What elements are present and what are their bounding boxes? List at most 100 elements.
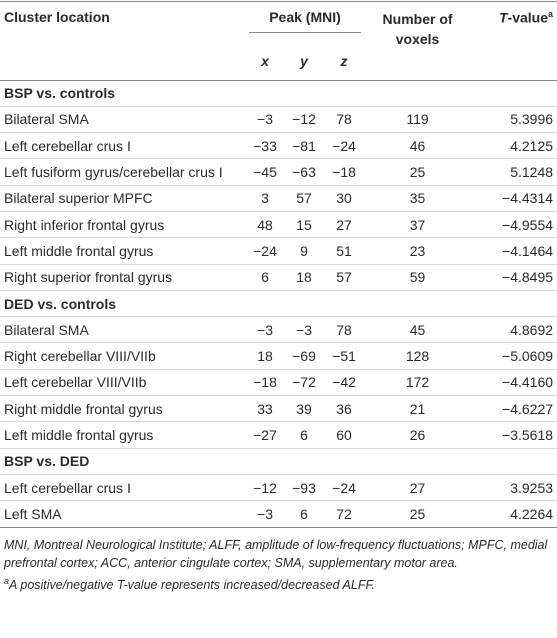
header-peak-text: Peak (MNI) [249,9,362,33]
data-row: Bilateral superior MPFC 3 57 30 35 −4.4314 [0,185,557,212]
voxels-cell: 45 [409,321,426,338]
group-row: BSP vs. controls [0,80,557,107]
y-cell: −63 [292,164,316,181]
y-cell: 18 [296,269,312,286]
cluster-cell: Right cerebellar VIII/VIIb [4,348,156,365]
x-cell: −33 [253,137,277,154]
t-value-cell: −3.5618 [502,427,554,443]
header-t-value: T-valuea [470,2,557,81]
x-cell: −27 [253,427,277,443]
voxels-cell: 119 [406,111,429,128]
voxels-cell: 25 [409,505,426,522]
header-cluster: Cluster location [4,9,110,25]
cluster-cell: Left middle frontal gyrus [4,242,154,259]
z-cell: 27 [336,216,352,233]
x-cell: −12 [253,479,277,496]
z-cell: 72 [336,505,352,522]
cluster-cell: Left cerebellar crus I [4,137,131,154]
cluster-cell: Left SMA [4,505,62,522]
x-cell: 6 [261,269,269,286]
x-cell: −24 [253,242,277,259]
x-cell: −18 [253,374,277,391]
x-cell: 3 [261,190,269,207]
header-t-sup: a [548,9,554,19]
t-value-cell: −4.6227 [502,400,554,417]
x-cell: 48 [257,216,273,233]
x-cell: −45 [253,164,277,181]
voxels-cell: 59 [409,269,426,286]
voxels-cell: 27 [409,479,426,496]
z-cell: −24 [332,137,356,154]
data-row: Right inferior frontal gyrus 48 15 27 37 −4.9… [0,211,557,238]
t-value-cell: 5.1248 [510,164,554,181]
x-cell: −3 [257,505,273,522]
x-cell: 18 [257,348,273,365]
y-cell: 15 [296,216,312,233]
t-value-cell: −4.4314 [502,190,554,207]
cluster-cell: Bilateral superior MPFC [4,190,153,207]
t-value-cell: −4.1464 [502,242,554,259]
cluster-cell: Left cerebellar VIII/VIIb [4,374,147,391]
z-cell: 57 [336,269,352,286]
cluster-cell: Right inferior frontal gyrus [4,216,165,233]
group-title: DED vs. controls [4,295,117,312]
y-cell: 6 [300,505,308,522]
z-cell: −42 [332,374,356,391]
z-cell: 36 [336,400,352,417]
z-cell: 51 [336,242,352,259]
data-row: Left SMA −3 6 72 25 4.2264 [0,501,557,528]
data-row: Right middle frontal gyrus 33 39 36 21 −4.622… [0,396,557,422]
y-cell: −93 [292,479,316,496]
voxels-cell: 46 [409,137,426,154]
y-cell: −72 [292,374,316,391]
header-x: x [261,52,269,69]
cluster-cell: Right middle frontal gyrus [4,400,163,417]
footnote-note: aA positive/negative T-value represents … [4,573,553,593]
voxels-cell: 23 [409,242,426,259]
y-cell: 6 [300,427,308,443]
results-table: Cluster location Peak (MNI) Number of vo… [0,1,557,528]
data-row: Left cerebellar VIII/VIIb −18 −72 −42 172 −4.… [0,369,557,396]
t-value-cell: −5.0609 [502,348,554,365]
voxels-cell: 26 [409,427,426,443]
table-body: BSP vs. controls Bilateral SMA −3 −12 78 119 5… [0,80,557,528]
header-voxels: Number of voxels [382,11,453,47]
header-y: y [300,52,308,69]
data-row: Right cerebellar VIII/VIIb 18 −69 −51 128 −5.… [0,343,557,370]
t-value-cell: 4.2264 [510,505,554,522]
footnote-text: A positive/negative T-value represents i… [9,577,375,592]
t-value-cell: 4.2125 [510,137,554,154]
footnote-abbrev: MNI, Montreal Neurological Institute; AL… [4,537,548,570]
voxels-cell: 128 [405,348,430,365]
group-row: DED vs. controls [0,290,557,317]
voxels-cell: 21 [409,400,426,417]
voxels-cell: 37 [409,216,426,233]
data-row: Bilateral SMA −3 −12 78 119 5.3996 [0,106,557,133]
t-value-cell: −4.8495 [502,269,554,286]
table-header: Cluster location Peak (MNI) Number of vo… [0,1,557,81]
t-value-cell: 3.9253 [510,479,554,496]
cluster-cell: Right superior frontal gyrus [4,269,173,286]
t-value-cell: −4.4160 [502,374,554,391]
data-row: Left middle frontal gyrus −24 9 51 23 −4.1464 [0,238,557,265]
cluster-cell: Left fusiform gyrus/cerebellar crus I [4,164,223,181]
y-cell: 9 [300,242,308,259]
group-title: BSP vs. controls [4,85,116,102]
y-cell: −12 [292,111,316,128]
data-row: Left middle frontal gyrus −27 6 60 26 −3.5618 [0,422,557,449]
t-value-cell: 5.3996 [510,111,554,128]
data-row: Right superior frontal gyrus 6 18 57 59 −4.84… [0,264,557,291]
z-cell: −24 [332,479,356,496]
y-cell: −3 [296,321,312,338]
t-value-cell: −4.9554 [502,216,554,233]
x-cell: 33 [257,400,273,417]
cluster-cell: Left cerebellar crus I [4,479,131,496]
y-cell: 39 [296,400,312,417]
voxels-cell: 25 [409,164,426,181]
cluster-cell: Bilateral SMA [4,321,89,338]
data-row: Left fusiform gyrus/cerebellar crus I −45… [0,159,557,186]
z-cell: 30 [336,190,352,207]
y-cell: 57 [296,190,312,207]
footnote-mark: a [4,575,10,586]
